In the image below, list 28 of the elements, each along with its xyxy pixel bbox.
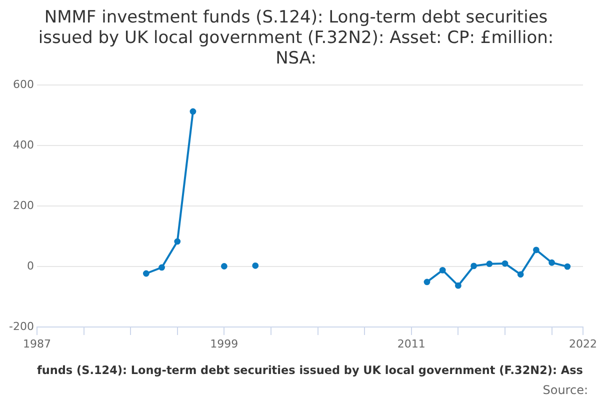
point — [454, 282, 462, 289]
y-tick-label: 400 — [12, 138, 34, 152]
point — [548, 259, 555, 266]
x-tick-label: 1999 — [210, 337, 238, 350]
y-tick-label: 0 — [26, 259, 34, 272]
chart-title: NMMF investment funds (S.124): Long-term debt securities issued by UK local government (F.32N2): Asset: CP: £million: NSA: — [38, 8, 554, 68]
x-tick-label: 1987 — [22, 337, 51, 350]
x-tick-label: 2022 — [569, 337, 598, 350]
point — [174, 238, 181, 245]
point — [564, 263, 571, 270]
y-tick-label: 600 — [12, 78, 34, 92]
point — [502, 260, 508, 267]
point — [252, 262, 259, 269]
y-tick-label: -200 — [8, 320, 34, 333]
point — [439, 266, 446, 274]
point — [424, 278, 430, 286]
point — [486, 260, 493, 268]
x-axis-title: funds (S.124): Long-term debt securities issued by UK local government (F.32N2): Ass — [37, 362, 584, 378]
point — [517, 271, 524, 278]
point — [190, 108, 196, 115]
x-tick-label: 2011 — [397, 337, 426, 350]
source-note: Source: — [542, 383, 588, 397]
point — [470, 262, 477, 270]
point — [533, 246, 540, 254]
y-tick-label: 200 — [12, 198, 34, 212]
point — [158, 264, 165, 271]
point — [142, 270, 150, 277]
point — [220, 263, 228, 270]
